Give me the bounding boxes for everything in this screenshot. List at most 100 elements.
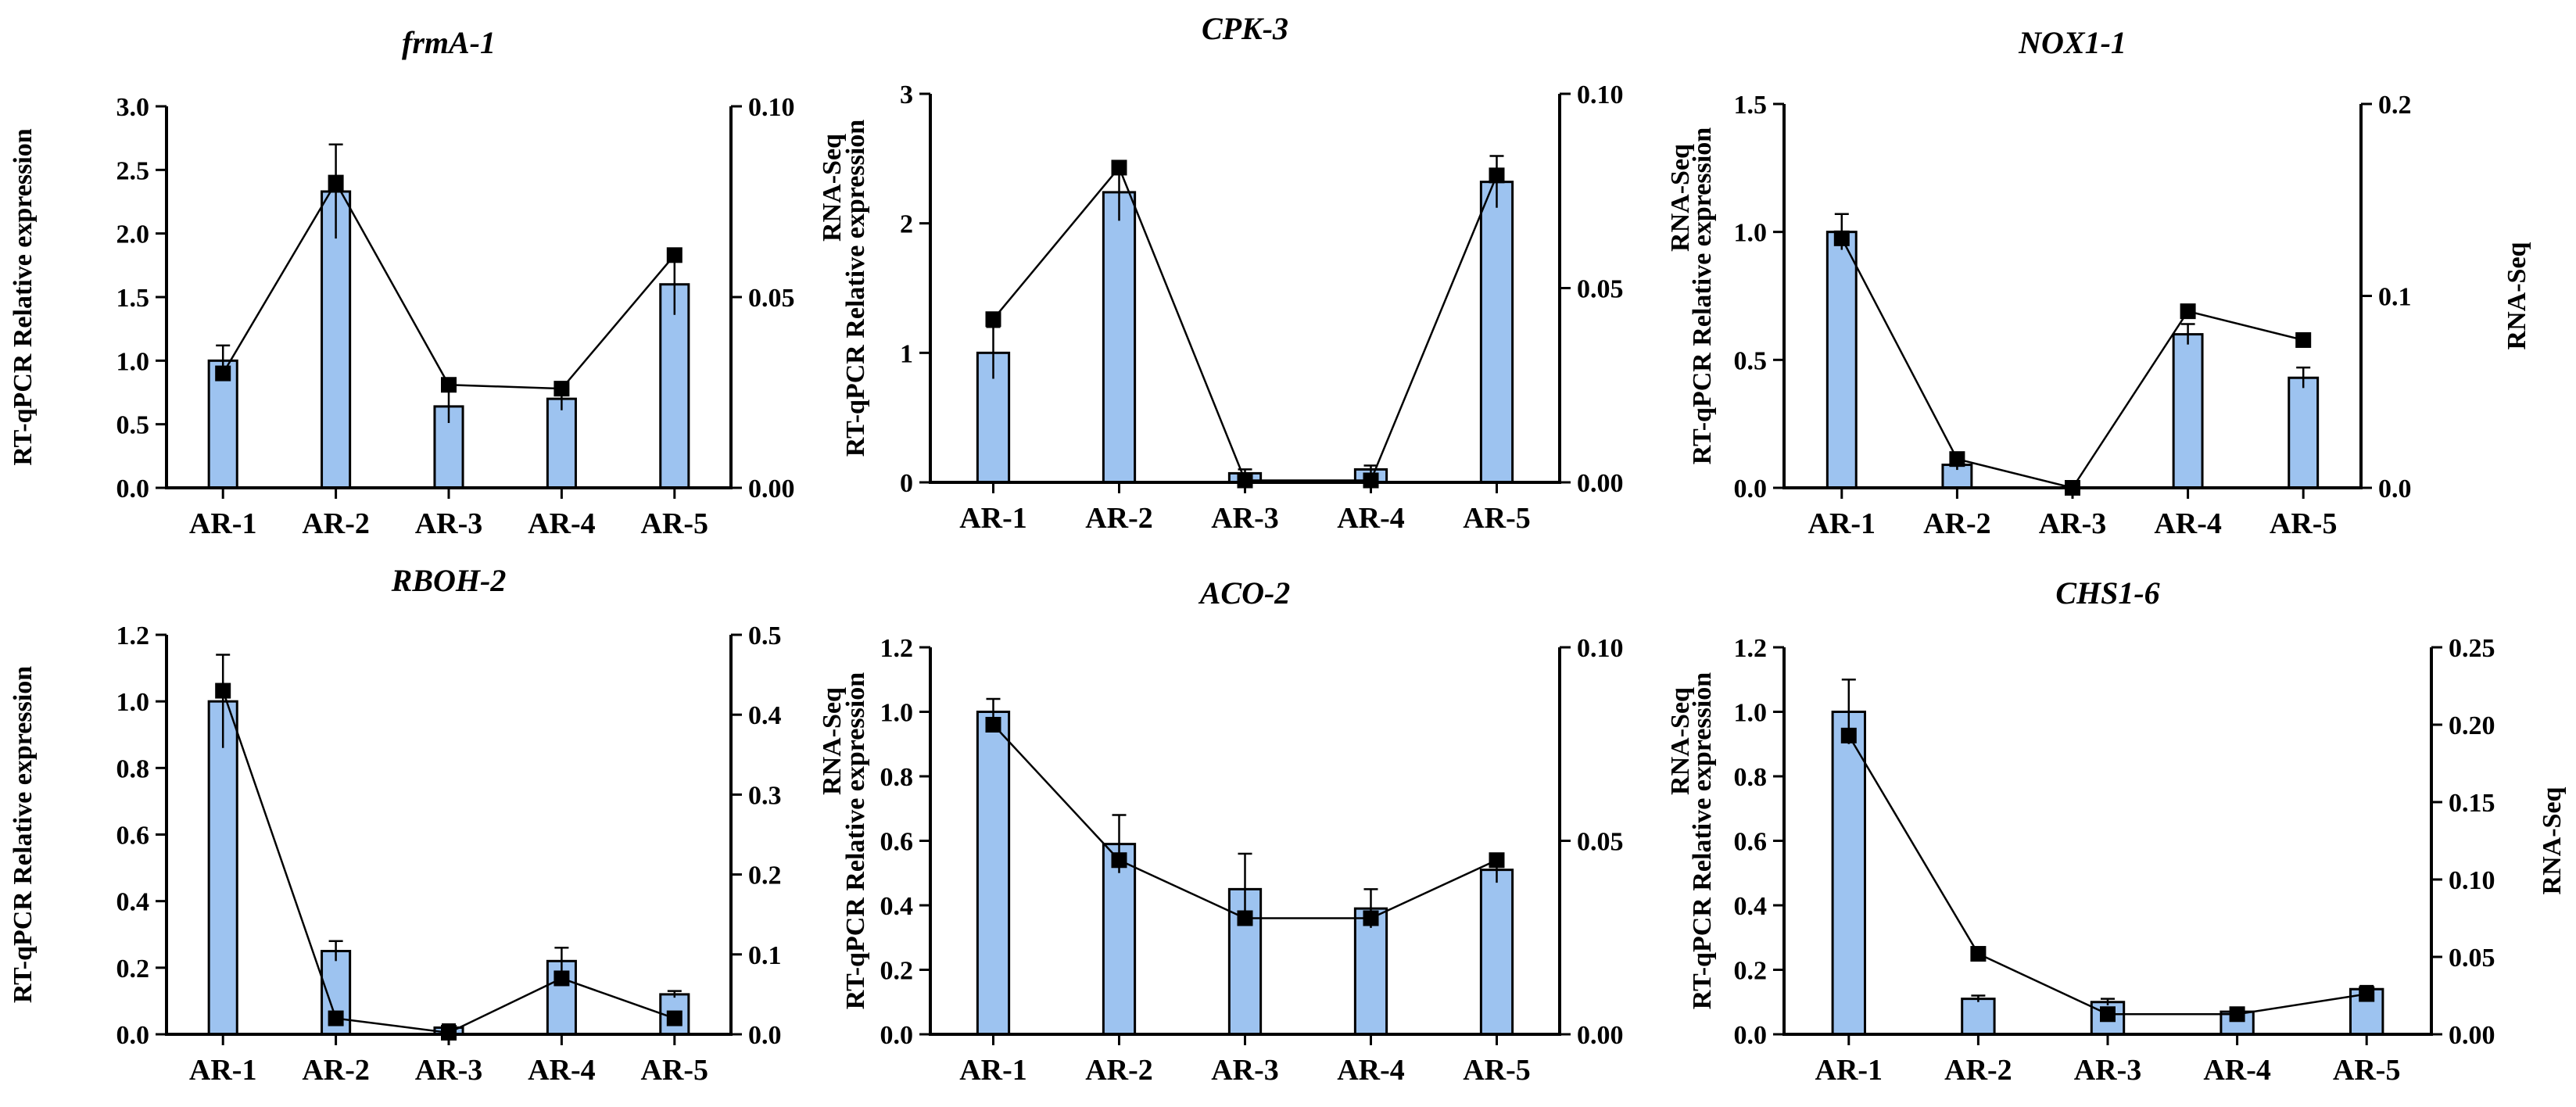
chart-panel-5: ACO-2 0.0 0.2 0.4 0.6 0.8 1.0 1.2 0.00 0.05 0.10 AR… <box>818 575 1624 1087</box>
right-tick-label: 0.10 <box>748 93 795 122</box>
left-tick-label: 0.8 <box>116 754 150 783</box>
right-tick-label: 0.25 <box>2449 634 2495 663</box>
right-tick-label: 0.10 <box>2449 866 2495 895</box>
bar-AR-1 <box>207 700 238 1036</box>
left-axis-extra-label: RNA-Seq <box>818 687 847 795</box>
category-label: AR-5 <box>641 1054 709 1087</box>
bar-AR-4 <box>2172 333 2204 489</box>
chart-panel-2: CPK-3 0 1 2 3 0.00 0.05 0.10 AR-1 AR-2 AR-3 AR-4 AR-… <box>818 11 1624 535</box>
left-tick-label: 3.0 <box>116 93 150 122</box>
chart-panel-4: RBOH-2 0.0 0.2 0.4 0.6 0.8 1.0 1.2 0.0 0.1 0.2 0.3 0… <box>9 563 782 1087</box>
category-label: AR-2 <box>1923 507 1991 540</box>
right-tick-label: 0.00 <box>748 475 795 503</box>
category-label: AR-5 <box>1463 1054 1531 1087</box>
rna-seq-point-AR-1 <box>215 365 231 382</box>
bar-AR-2 <box>1961 998 1996 1036</box>
rna-seq-point-AR-4 <box>554 381 570 397</box>
chart-title: ACO-2 <box>1198 575 1291 611</box>
chart-panel-6: CHS1-6 0.0 0.2 0.4 0.6 0.8 1.0 1.2 0.00 0.05 0.10 0… <box>1666 575 2567 1087</box>
category-label: AR-4 <box>2203 1054 2271 1087</box>
right-tick-label: 0.05 <box>1577 275 1624 304</box>
rna-seq-point-AR-4 <box>1363 472 1379 489</box>
category-label: AR-1 <box>959 1054 1027 1087</box>
left-axis-label: RT-qPCR Relative expression <box>1688 672 1717 1009</box>
category-label: AR-5 <box>641 507 709 540</box>
left-tick-label: 0.5 <box>116 411 150 440</box>
left-tick-label: 0.2 <box>880 957 914 986</box>
category-label: AR-2 <box>1944 1054 2012 1087</box>
left-axis-label: RT-qPCR Relative expression <box>1688 127 1717 464</box>
rna-seq-line <box>1840 238 2304 489</box>
category-label: AR-1 <box>1815 1054 1883 1087</box>
rna-seq-point-AR-2 <box>1949 451 1965 468</box>
bar-AR-5 <box>2288 376 2320 489</box>
right-axis-label: RNA-Seq <box>818 134 847 242</box>
rna-seq-point-AR-2 <box>328 1010 344 1026</box>
bar-AR-5 <box>1479 869 1514 1036</box>
left-axis-extra-label: RNA-Seq <box>1666 687 1695 795</box>
right-tick-label: 0.15 <box>2449 789 2495 818</box>
bar-AR-4 <box>546 397 577 489</box>
rna-seq-point-AR-4 <box>1363 910 1379 926</box>
rna-seq-point-AR-3 <box>1237 910 1253 926</box>
right-tick-label: 0.2 <box>748 862 782 890</box>
right-tick-label: 0.00 <box>1577 469 1624 498</box>
category-label: AR-2 <box>1085 1054 1153 1087</box>
left-tick-label: 1.0 <box>1734 699 1768 728</box>
left-tick-label: 0.2 <box>1734 957 1768 986</box>
right-tick-label: 0.00 <box>2449 1021 2495 1050</box>
rna-seq-point-AR-4 <box>554 970 570 987</box>
category-label: AR-4 <box>528 507 596 540</box>
chart-panel-1: frmA-1 0.0 0.5 1.0 1.5 2.0 2.5 3.0 0.00 0.05 0.10 A… <box>9 25 795 540</box>
rna-seq-point-AR-5 <box>1489 852 1505 869</box>
right-tick-label: 0.0 <box>2378 475 2412 503</box>
right-tick-label: 0.3 <box>748 781 782 810</box>
category-label: AR-3 <box>2039 507 2107 540</box>
left-tick-label: 0.0 <box>880 1021 914 1050</box>
rna-seq-point-AR-3 <box>441 1024 457 1041</box>
right-tick-label: 0.05 <box>748 284 795 313</box>
rna-seq-point-AR-3 <box>2100 1006 2116 1023</box>
left-axis-label: RT-qPCR Relative expression <box>841 672 870 1009</box>
category-label: AR-2 <box>1085 502 1153 535</box>
rna-seq-point-AR-4 <box>2180 303 2196 320</box>
left-tick-label: 0.5 <box>1734 346 1768 375</box>
rna-seq-point-AR-1 <box>1833 230 1850 246</box>
left-tick-label: 0.6 <box>116 822 150 851</box>
chart-title: CHS1-6 <box>2055 575 2159 611</box>
left-tick-label: 1.0 <box>116 688 150 717</box>
left-axis-extra-label: RNA-Seq <box>1666 144 1695 252</box>
category-label: AR-3 <box>2074 1054 2142 1087</box>
category-label: AR-1 <box>189 1054 257 1087</box>
rna-seq-point-AR-5 <box>666 247 683 263</box>
rna-seq-point-AR-1 <box>985 717 1001 733</box>
right-tick-label: 0.4 <box>748 701 782 730</box>
right-tick-label: 0.20 <box>2449 711 2495 740</box>
category-label: AR-1 <box>959 502 1027 535</box>
right-tick-label: 0.05 <box>2449 944 2495 973</box>
chart-panel-3: NOX1-1 0.0 0.5 1.0 1.5 0.0 0.1 0.2 AR-1 AR-2 AR-3 A… <box>1666 25 2531 540</box>
category-label: AR-3 <box>415 1054 483 1087</box>
left-axis-label: RT-qPCR Relative expression <box>841 120 870 457</box>
right-axis-label: RNA-Seq <box>2503 242 2531 349</box>
chart-title: CPK-3 <box>1202 11 1288 46</box>
left-tick-label: 2.5 <box>116 156 150 185</box>
rna-seq-point-AR-5 <box>1489 167 1505 184</box>
right-tick-label: 0.2 <box>2378 91 2412 120</box>
rna-seq-point-AR-2 <box>1111 159 1127 176</box>
left-tick-label: 2 <box>900 210 913 239</box>
category-label: AR-3 <box>1211 502 1279 535</box>
category-label: AR-4 <box>1337 502 1405 535</box>
category-label: AR-1 <box>1808 507 1876 540</box>
bar-AR-1 <box>1825 231 1858 489</box>
left-axis-label: RT-qPCR Relative expression <box>9 128 38 465</box>
left-tick-label: 1.0 <box>880 699 914 728</box>
category-label: AR-5 <box>1463 502 1531 535</box>
chart-title: NOX1-1 <box>2018 25 2126 60</box>
rna-seq-point-AR-1 <box>1840 727 1857 743</box>
rna-seq-point-AR-2 <box>1970 946 1987 962</box>
category-label: AR-4 <box>2154 507 2222 540</box>
left-tick-label: 1.5 <box>1734 91 1768 120</box>
right-tick-label: 0.0 <box>748 1021 782 1050</box>
